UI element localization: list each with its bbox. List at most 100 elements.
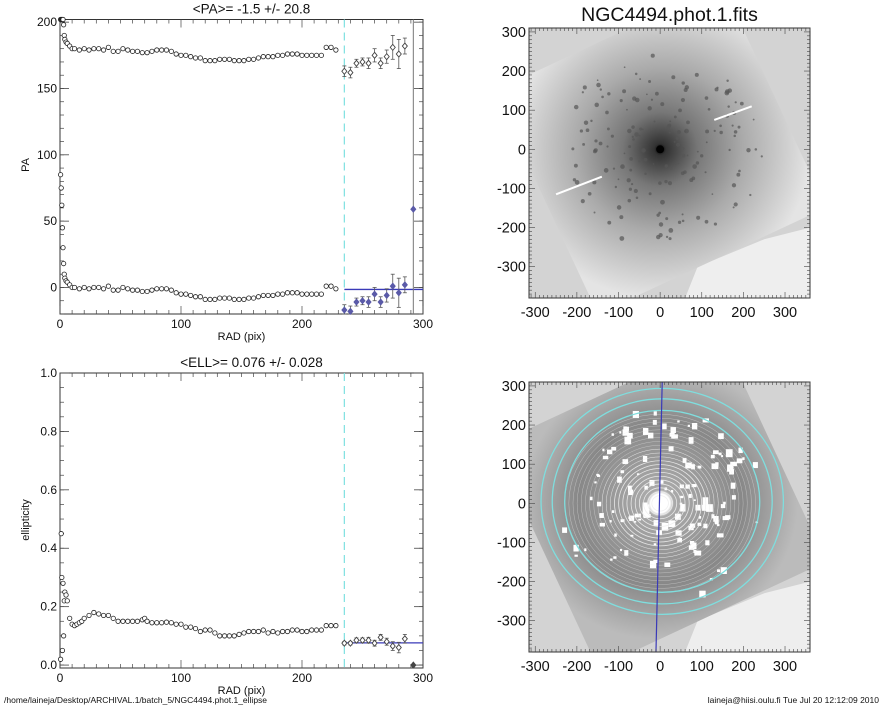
pa-outer-point-plus-180 xyxy=(341,67,348,75)
ellipticity-outer-point xyxy=(353,636,360,644)
masked-region xyxy=(670,490,674,493)
star-source xyxy=(582,85,587,90)
star-source xyxy=(705,129,710,134)
star-source xyxy=(737,125,741,129)
pa-point xyxy=(154,286,160,292)
masked-region xyxy=(690,542,697,550)
pa-point xyxy=(58,172,64,178)
masked-region xyxy=(629,515,635,521)
star-source xyxy=(664,164,669,168)
pa-point-plus-180 xyxy=(275,52,281,58)
masked-region xyxy=(721,455,724,458)
masked-region xyxy=(687,424,690,427)
ellipticity-outer-point xyxy=(389,642,396,650)
pa-point xyxy=(241,296,247,303)
pa-point xyxy=(81,284,87,291)
ellipticity-point xyxy=(125,618,131,624)
pa-point-plus-180 xyxy=(183,52,189,58)
masked-region xyxy=(670,427,676,434)
ellipticity-plot: 0 100 200 300 0.0 0.2 0.4 0.6 0.8 1.0 <ELL>= 0.076… xyxy=(20,355,433,697)
masked-region xyxy=(584,548,587,552)
y-tick-label: 100 xyxy=(37,148,57,162)
pa-point-plus-180 xyxy=(71,46,78,52)
star-source xyxy=(692,164,697,169)
pa-point xyxy=(115,287,121,293)
star-source xyxy=(694,72,699,77)
star-source xyxy=(668,237,672,241)
pa-point xyxy=(270,292,276,299)
x-tick-label: 300 xyxy=(413,671,433,685)
x-tick-label: 100 xyxy=(690,659,714,675)
pa-outer-point xyxy=(341,306,348,314)
masked-region xyxy=(653,411,657,416)
star-source xyxy=(681,81,685,85)
pa-point-plus-180 xyxy=(173,51,179,57)
masked-region xyxy=(653,520,660,526)
pa-point xyxy=(100,286,107,292)
pa-point-plus-180 xyxy=(265,54,271,60)
pa-point xyxy=(309,291,315,297)
ellipticity-point xyxy=(144,618,150,624)
x-tick-label: -300 xyxy=(521,305,550,321)
masked-region xyxy=(660,480,664,484)
ellipticity-point xyxy=(270,628,276,635)
ellipticity-outer-point xyxy=(383,638,390,646)
star-source xyxy=(732,206,735,209)
star-source xyxy=(610,134,614,138)
isophote-ellipse xyxy=(581,429,740,578)
noisy-region xyxy=(685,227,810,298)
y-tick-label: 100 xyxy=(502,457,526,473)
star-source xyxy=(653,120,656,123)
masked-region xyxy=(711,514,715,519)
masked-region xyxy=(628,516,631,520)
isophote-ellipse xyxy=(572,421,748,585)
pa-point-plus-180 xyxy=(134,48,141,54)
pa-point-plus-180 xyxy=(309,52,315,58)
pa-point-plus-180 xyxy=(76,47,82,53)
ellipse-fit-image: -300 -200 -100 0 100 200 300 -300 -200 -100 0 100 20… xyxy=(497,379,811,675)
pa-point xyxy=(299,291,305,297)
ellipticity-point xyxy=(67,615,73,621)
pa-point-plus-180 xyxy=(163,47,170,53)
star-source xyxy=(573,163,578,168)
x-tick-label: 200 xyxy=(292,317,312,331)
masked-region xyxy=(695,504,701,511)
masked-region xyxy=(662,423,667,430)
star-source xyxy=(704,219,709,224)
ellipticity-point xyxy=(212,630,218,636)
star-source xyxy=(681,219,685,223)
ellipticity-point xyxy=(188,624,194,630)
pa-outer-point-plus-180 xyxy=(371,51,378,60)
masked-region xyxy=(594,481,597,484)
star-source xyxy=(656,234,661,240)
masked-region xyxy=(742,457,745,461)
star-source xyxy=(713,222,718,226)
y-tick-label: -200 xyxy=(497,575,526,591)
x-tick-label: -200 xyxy=(562,659,591,675)
ellipticity-point xyxy=(221,633,228,639)
x-tick-label: 200 xyxy=(292,671,312,685)
star-source xyxy=(704,96,709,100)
ellipticity-point xyxy=(154,620,160,626)
pa-outer-point-plus-180 xyxy=(359,58,366,66)
masked-region xyxy=(699,590,706,598)
star-source xyxy=(691,176,696,181)
y-tick-label: -200 xyxy=(497,221,526,237)
star-source xyxy=(638,134,641,137)
ellipticity-point xyxy=(115,618,121,624)
masked-region xyxy=(638,518,642,521)
pa-point xyxy=(323,283,329,289)
pa-point-plus-180 xyxy=(289,51,295,57)
star-source xyxy=(684,85,689,90)
pa-point-plus-180 xyxy=(294,51,300,57)
masked-region xyxy=(611,510,615,513)
star-source xyxy=(631,135,634,138)
x-tick-label: -300 xyxy=(521,659,550,675)
masked-region xyxy=(596,501,602,507)
star-source xyxy=(628,187,633,191)
masked-region xyxy=(677,420,680,423)
pa-point-plus-180 xyxy=(236,58,242,64)
pa-point xyxy=(294,290,300,296)
y-axis-label: PA xyxy=(20,157,32,172)
ellipticity-point xyxy=(149,620,155,626)
